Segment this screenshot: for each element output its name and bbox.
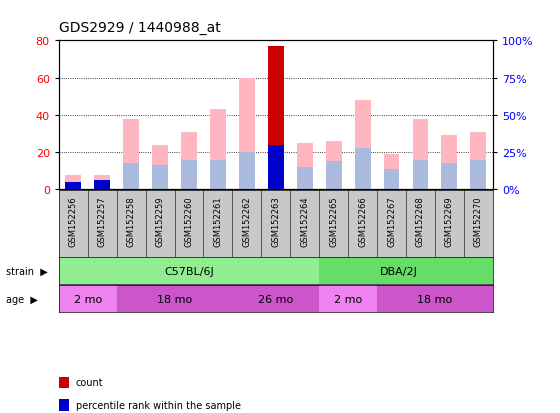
Text: GSM152264: GSM152264	[300, 196, 309, 247]
Bar	[470, 132, 486, 190]
Bar	[297, 143, 312, 190]
Bar	[123, 119, 139, 190]
Text: 2 mo: 2 mo	[73, 294, 102, 304]
Text: 18 mo: 18 mo	[157, 294, 192, 304]
Text: GSM152258: GSM152258	[127, 196, 136, 247]
Bar	[297, 168, 312, 190]
Bar	[319, 258, 493, 285]
Bar	[66, 175, 81, 190]
Bar	[354, 101, 371, 190]
Text: percentile rank within the sample: percentile rank within the sample	[76, 400, 241, 410]
Bar	[94, 175, 110, 190]
Bar	[66, 183, 81, 190]
Text: age  ▶: age ▶	[6, 294, 38, 304]
Bar	[268, 145, 284, 190]
Bar	[59, 285, 116, 312]
Text: GSM152262: GSM152262	[242, 196, 251, 247]
Text: GSM152270: GSM152270	[474, 196, 483, 247]
Bar	[152, 145, 168, 190]
Bar	[441, 164, 458, 190]
Bar	[210, 110, 226, 190]
Bar	[326, 142, 342, 190]
Text: GSM152259: GSM152259	[156, 196, 165, 247]
Bar	[59, 258, 319, 285]
Text: GSM152261: GSM152261	[213, 196, 222, 247]
Text: 2 mo: 2 mo	[334, 294, 362, 304]
Text: GSM152266: GSM152266	[358, 196, 367, 247]
Bar	[413, 119, 428, 190]
Bar	[239, 153, 255, 190]
Text: GSM152265: GSM152265	[329, 196, 338, 247]
Text: GSM152269: GSM152269	[445, 196, 454, 247]
Bar	[413, 160, 428, 190]
Bar	[116, 285, 232, 312]
Bar	[384, 154, 399, 190]
Bar	[268, 47, 284, 190]
Text: 26 mo: 26 mo	[258, 294, 293, 304]
Text: GSM152256: GSM152256	[69, 196, 78, 247]
Text: C57BL/6J: C57BL/6J	[164, 266, 214, 276]
Bar	[66, 184, 81, 190]
Bar	[377, 285, 493, 312]
Bar	[239, 78, 255, 190]
Bar	[152, 166, 168, 190]
Bar	[181, 160, 197, 190]
Bar	[354, 149, 371, 190]
Bar	[123, 164, 139, 190]
Bar	[470, 160, 486, 190]
Bar	[326, 162, 342, 190]
Text: count: count	[76, 377, 103, 387]
Text: GDS2929 / 1440988_at: GDS2929 / 1440988_at	[59, 21, 221, 35]
Text: DBA/2J: DBA/2J	[380, 266, 418, 276]
Text: GSM152267: GSM152267	[387, 196, 396, 247]
Bar	[319, 285, 377, 312]
Text: GSM152263: GSM152263	[271, 196, 281, 247]
Bar	[232, 285, 319, 312]
Bar	[181, 132, 197, 190]
Bar	[94, 183, 110, 190]
Text: GSM152260: GSM152260	[184, 196, 194, 247]
Bar	[210, 160, 226, 190]
Text: strain  ▶: strain ▶	[6, 266, 48, 276]
Text: GSM152257: GSM152257	[97, 196, 107, 247]
Text: 18 mo: 18 mo	[417, 294, 452, 304]
Bar	[384, 169, 399, 190]
Bar	[441, 136, 458, 190]
Text: GSM152268: GSM152268	[416, 196, 425, 247]
Bar	[94, 181, 110, 190]
